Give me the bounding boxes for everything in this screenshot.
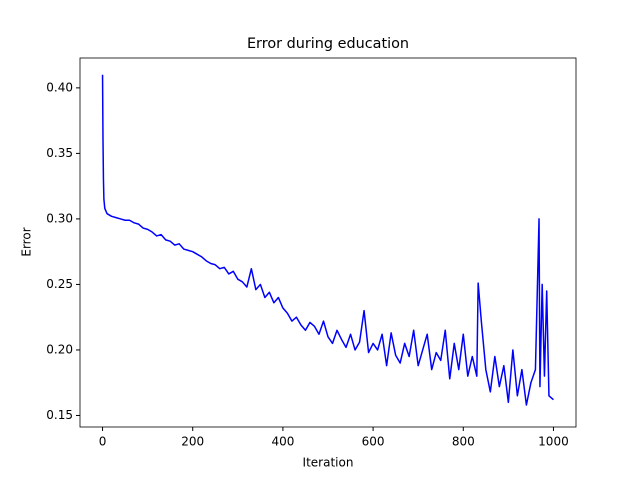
y-tick-label: 0.40 [46, 80, 73, 94]
x-axis-label: Iteration [303, 456, 354, 470]
x-tick-label: 0 [99, 435, 107, 449]
x-tick-label: 800 [452, 435, 475, 449]
x-tick-label: 1000 [538, 435, 569, 449]
y-tick-label: 0.20 [46, 342, 73, 356]
y-tick-label: 0.25 [46, 277, 73, 291]
y-tick-label: 0.30 [46, 211, 73, 225]
x-tick-label: 200 [181, 435, 204, 449]
chart-title: Error during education [247, 36, 409, 52]
line-series [101, 74, 554, 406]
x-tick-label: 400 [271, 435, 294, 449]
y-axis-label: Error [20, 227, 34, 256]
plot-frame [79, 57, 577, 428]
x-tick-label: 600 [362, 435, 385, 449]
y-tick-label: 0.15 [46, 408, 73, 422]
y-tick-label: 0.35 [46, 146, 73, 160]
